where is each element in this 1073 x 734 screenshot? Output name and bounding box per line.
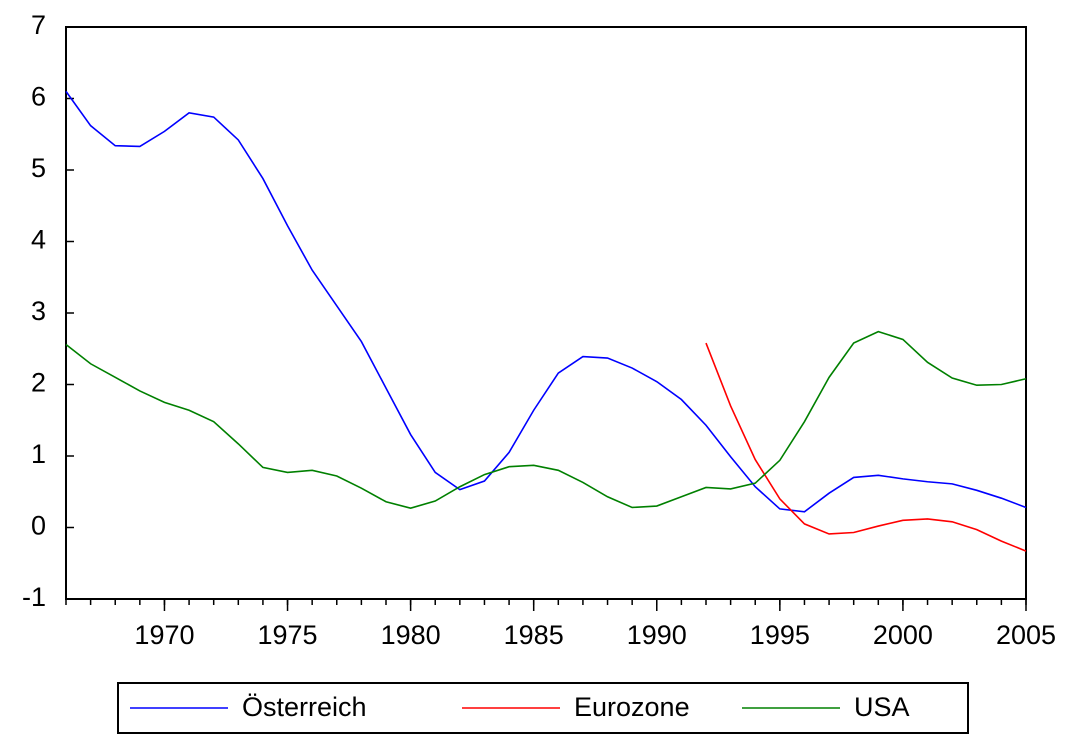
y-tick-label: 5 [31, 153, 46, 183]
x-tick-label: 1990 [627, 620, 687, 650]
x-tick-label: 1995 [750, 620, 810, 650]
y-tick-label: 0 [31, 511, 46, 541]
x-tick-label: 1985 [504, 620, 564, 650]
y-tick-label: 7 [31, 10, 46, 40]
series-line [65, 330, 1027, 510]
legend-label: USA [854, 692, 910, 722]
y-tick-label: 4 [31, 225, 46, 255]
plot-frame [65, 26, 1027, 600]
legend-label: Österreich [242, 692, 367, 722]
x-tick-label: 2000 [873, 620, 933, 650]
y-tick-label: 1 [31, 439, 46, 469]
x-tick-label: 2005 [996, 620, 1056, 650]
legend-label: Eurozone [574, 692, 690, 722]
x-tick-label: 1970 [134, 620, 194, 650]
x-tick-label: 1975 [257, 620, 317, 650]
y-tick-label: 6 [31, 82, 46, 112]
y-tick-label: 2 [31, 368, 46, 398]
series-line [705, 342, 1027, 552]
x-tick-label: 1980 [381, 620, 441, 650]
series-line [65, 90, 1027, 513]
y-tick-label: -1 [22, 582, 46, 612]
y-tick-label: 3 [31, 296, 46, 326]
